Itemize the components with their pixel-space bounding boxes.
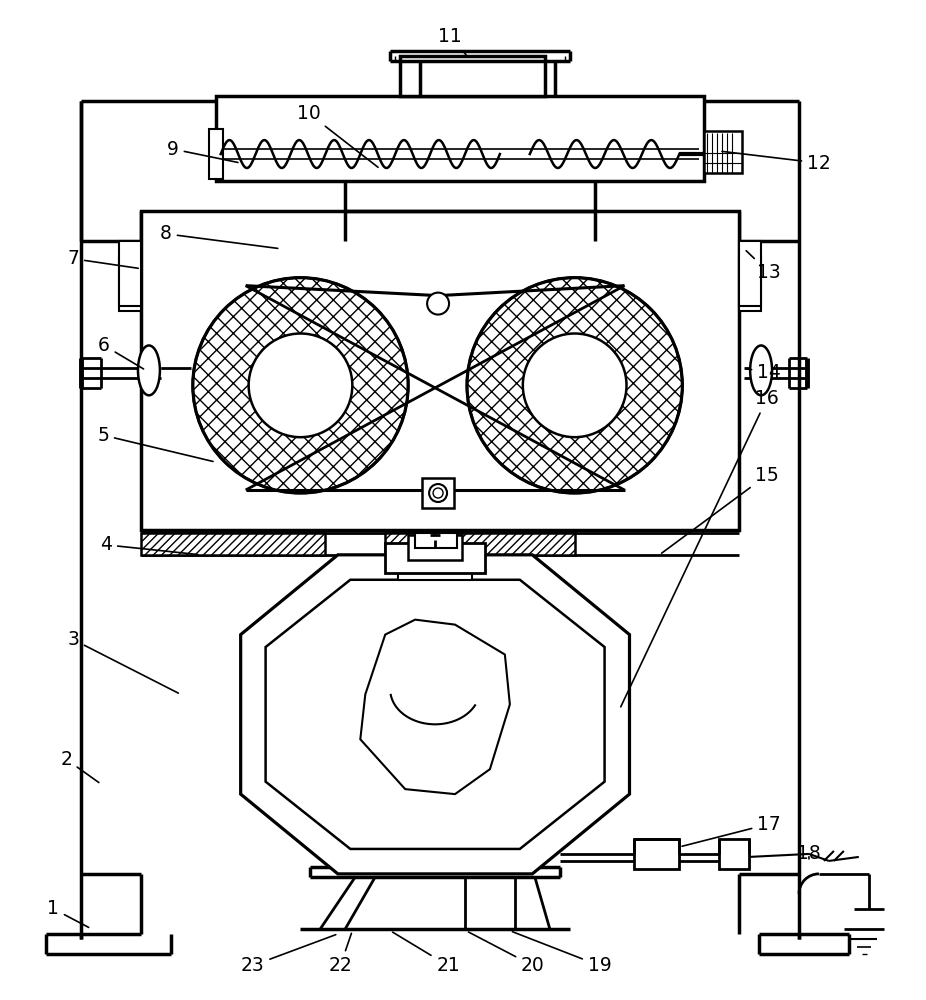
Text: 5: 5 [97,426,213,461]
Bar [398,568,472,580]
Bar [400,56,544,96]
Circle shape [193,278,408,493]
Text: 15: 15 [662,466,779,553]
Text: 18: 18 [797,844,820,863]
Text: 10: 10 [296,104,378,167]
Text: 23: 23 [241,935,336,975]
Polygon shape [266,580,605,849]
Text: 14: 14 [747,363,781,382]
Text: 13: 13 [746,251,781,282]
Text: 3: 3 [68,630,179,693]
Text: 12: 12 [722,151,831,173]
Ellipse shape [138,345,160,395]
Text: 22: 22 [329,933,352,975]
Circle shape [467,278,682,493]
Bar [141,533,325,555]
Ellipse shape [750,345,772,395]
Bar [415,533,457,548]
Text: 11: 11 [438,27,469,57]
Bar [208,129,223,179]
Bar [634,839,680,869]
Circle shape [429,484,447,502]
Bar [141,211,739,530]
Text: 2: 2 [60,750,99,783]
Text: 16: 16 [620,389,779,707]
Text: 17: 17 [682,815,781,846]
Text: 4: 4 [100,535,198,555]
Bar [385,533,575,555]
Bar [739,241,761,306]
Polygon shape [241,555,630,874]
Bar [705,131,742,173]
Circle shape [427,293,449,315]
Text: 6: 6 [98,336,144,369]
Bar [739,256,761,311]
Bar [216,96,705,181]
Bar [385,543,485,573]
Circle shape [523,334,627,437]
Polygon shape [360,620,510,794]
Text: 19: 19 [512,932,611,975]
Bar [720,839,749,869]
Bar [119,256,141,311]
Text: 21: 21 [393,932,460,975]
Circle shape [433,488,443,498]
Text: 7: 7 [68,249,138,268]
Bar [422,478,454,508]
Bar [119,241,141,306]
Circle shape [249,334,352,437]
Text: 9: 9 [167,140,238,162]
Bar [408,535,462,560]
Text: 1: 1 [47,899,89,927]
Text: 20: 20 [469,932,544,975]
Text: 8: 8 [160,224,278,248]
